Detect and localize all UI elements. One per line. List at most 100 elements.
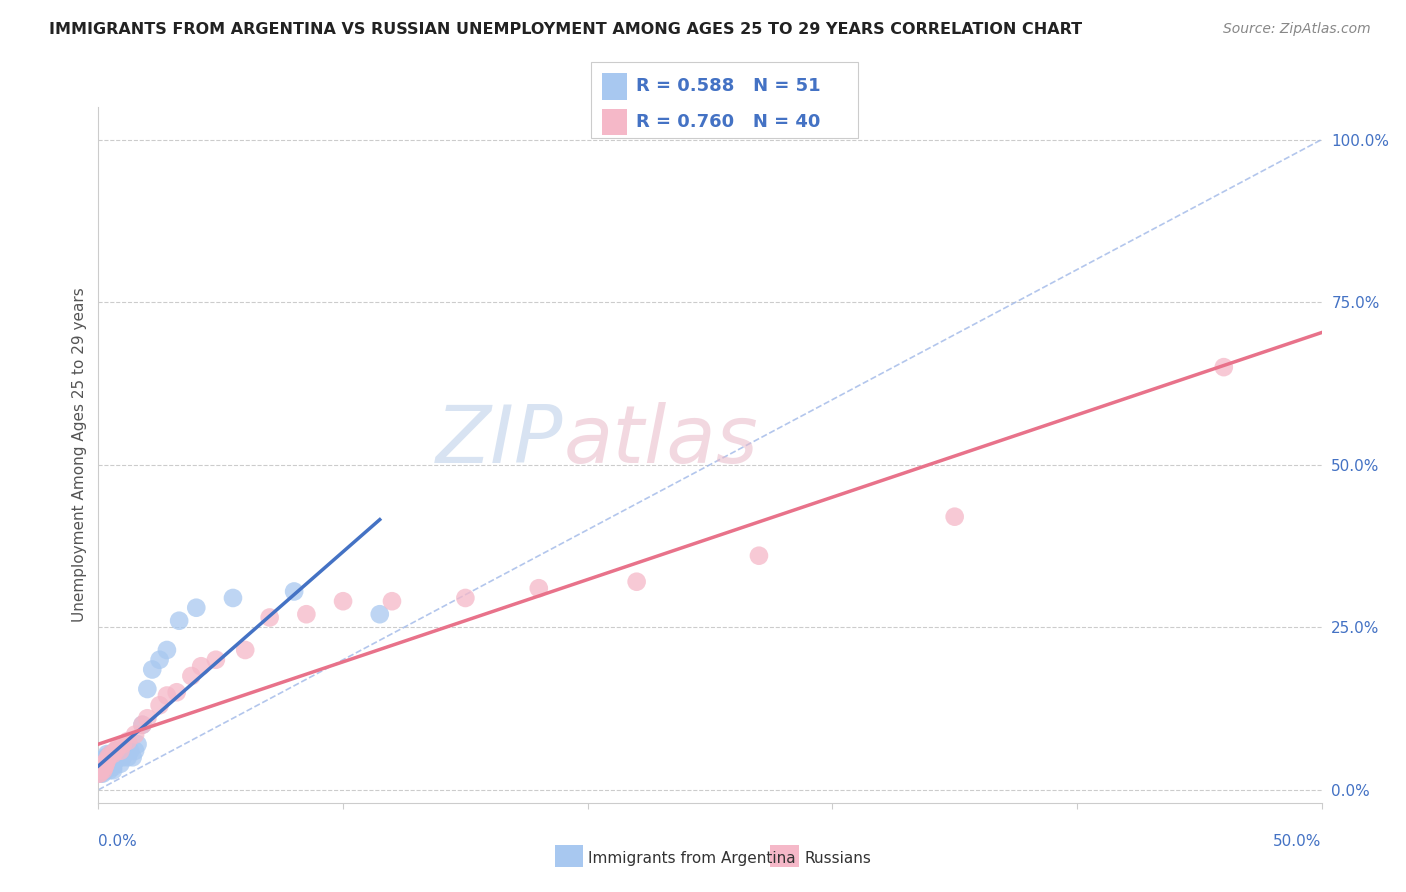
Point: [94, 760, 117, 774]
Point: [91, 754, 114, 768]
Point: [111, 737, 134, 751]
Y-axis label: Unemployment Among Ages 25 to 29 years: Unemployment Among Ages 25 to 29 years: [72, 287, 87, 623]
Point: [90, 764, 112, 778]
Point: [156, 689, 179, 703]
Point: [104, 744, 127, 758]
Text: R = 0.588   N = 51: R = 0.588 N = 51: [636, 78, 820, 95]
Point: [91, 760, 114, 774]
Point: [107, 740, 129, 755]
Point: [117, 734, 139, 748]
Point: [190, 659, 212, 673]
Point: [91, 764, 114, 778]
Point: [101, 764, 124, 778]
Point: [93, 764, 115, 778]
Text: IMMIGRANTS FROM ARGENTINA VS RUSSIAN UNEMPLOYMENT AMONG AGES 25 TO 29 YEARS CORR: IMMIGRANTS FROM ARGENTINA VS RUSSIAN UNE…: [49, 22, 1083, 37]
Point: [186, 600, 208, 615]
Point: [89, 764, 111, 778]
Point: [166, 685, 188, 699]
Point: [368, 607, 391, 622]
Point: [381, 594, 404, 608]
Point: [90, 766, 112, 780]
Point: [110, 756, 132, 771]
Point: [748, 549, 770, 563]
Point: [90, 764, 112, 778]
Text: Russians: Russians: [804, 851, 872, 865]
Point: [626, 574, 648, 589]
Point: [120, 744, 142, 758]
Point: [131, 718, 153, 732]
Point: [180, 669, 202, 683]
Point: [89, 756, 111, 771]
Point: [136, 711, 159, 725]
Point: [89, 760, 111, 774]
Point: [93, 760, 115, 774]
Point: [98, 764, 121, 778]
Point: [332, 594, 354, 608]
Point: [454, 591, 477, 605]
Point: [89, 766, 111, 780]
Point: [101, 760, 124, 774]
Point: [91, 756, 114, 771]
Point: [89, 764, 111, 778]
Point: [94, 764, 117, 778]
Point: [93, 756, 115, 771]
Point: [117, 750, 139, 764]
Point: [107, 750, 129, 764]
Point: [127, 737, 149, 751]
Point: [91, 760, 114, 774]
Point: [97, 750, 120, 764]
Point: [527, 581, 550, 595]
Point: [91, 766, 114, 780]
Point: [111, 750, 134, 764]
Point: [90, 754, 112, 768]
Point: [97, 760, 120, 774]
Point: [87, 764, 110, 778]
Point: [100, 747, 122, 761]
Text: R = 0.760   N = 40: R = 0.760 N = 40: [636, 113, 820, 131]
Point: [124, 744, 146, 758]
Point: [97, 754, 120, 768]
Point: [136, 681, 159, 696]
Point: [96, 754, 118, 768]
Point: [90, 760, 112, 774]
Point: [295, 607, 318, 622]
Point: [205, 653, 228, 667]
Point: [96, 754, 118, 768]
Text: 50.0%: 50.0%: [1274, 834, 1322, 849]
Text: ZIP: ZIP: [436, 402, 564, 480]
Point: [89, 760, 111, 774]
Point: [89, 766, 111, 780]
Point: [100, 756, 122, 771]
Point: [114, 744, 136, 758]
Point: [167, 614, 190, 628]
Point: [259, 610, 281, 624]
Point: [233, 643, 256, 657]
Point: [100, 747, 122, 761]
Point: [1212, 360, 1234, 375]
Point: [943, 509, 966, 524]
Point: [110, 747, 132, 761]
Point: [101, 747, 124, 761]
Point: [91, 764, 114, 778]
Point: [89, 764, 111, 778]
Text: 0.0%: 0.0%: [98, 834, 138, 849]
Point: [121, 750, 143, 764]
Point: [104, 754, 127, 768]
Point: [283, 584, 305, 599]
Text: Immigrants from Argentina: Immigrants from Argentina: [588, 851, 796, 865]
Point: [141, 663, 163, 677]
Point: [91, 756, 114, 771]
Point: [149, 653, 172, 667]
Point: [94, 756, 117, 771]
Point: [104, 744, 127, 758]
Point: [90, 760, 112, 774]
Point: [94, 750, 117, 764]
Point: [110, 744, 132, 758]
Point: [131, 718, 153, 732]
Text: Source: ZipAtlas.com: Source: ZipAtlas.com: [1223, 22, 1371, 37]
Point: [87, 766, 110, 780]
Point: [156, 643, 179, 657]
Text: atlas: atlas: [564, 402, 758, 480]
Point: [96, 747, 118, 761]
Point: [222, 591, 245, 605]
